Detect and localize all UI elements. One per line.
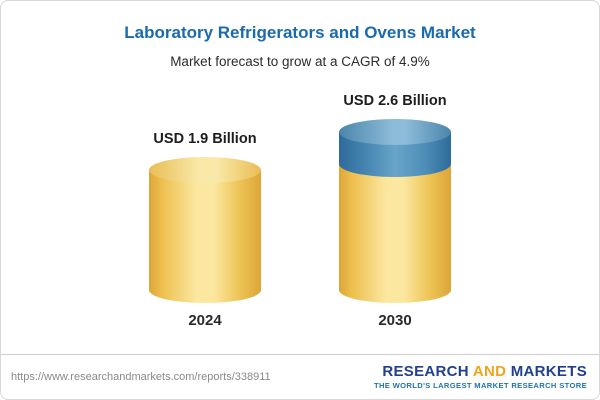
report-url: https://www.researchandmarkets.com/repor… xyxy=(11,371,271,383)
value-label-2030: USD 2.6 Billion xyxy=(343,93,447,109)
footer-bar: https://www.researchandmarkets.com/repor… xyxy=(1,354,599,399)
brand-word-markets: MARKETS xyxy=(510,363,587,381)
brand-word-and: AND xyxy=(472,363,507,381)
brand-logo: RESEARCH AND MARKETS THE WORLD'S LARGEST… xyxy=(374,363,587,391)
chart-title: Laboratory Refrigerators and Ovens Marke… xyxy=(124,23,476,42)
brand-name: RESEARCH AND MARKETS xyxy=(374,363,587,380)
bar-group-2024: USD 1.9 Billion 2024 xyxy=(130,131,280,329)
bar-group-2030: USD 2.6 Billion 2030 xyxy=(320,93,470,329)
growth-segment-2030 xyxy=(339,119,451,177)
plot-area: USD 1.9 Billion 2024 USD 2.6 Billion 203… xyxy=(1,93,599,329)
cylinder-top-2024 xyxy=(149,157,261,183)
cylinder-body-2024 xyxy=(149,170,261,303)
brand-word-research: RESEARCH xyxy=(382,363,469,381)
chart-subtitle: Market forecast to grow at a CAGR of 4.9… xyxy=(170,54,430,69)
cylinder-bar-2024 xyxy=(149,157,261,303)
growth-segment-top xyxy=(339,119,451,145)
category-label-2024: 2024 xyxy=(188,312,222,329)
brand-tagline: THE WORLD'S LARGEST MARKET RESEARCH STOR… xyxy=(373,381,587,391)
category-label-2030: 2030 xyxy=(378,312,412,329)
cylinder-bar-2030 xyxy=(339,119,451,303)
value-label-2024: USD 1.9 Billion xyxy=(153,131,257,147)
